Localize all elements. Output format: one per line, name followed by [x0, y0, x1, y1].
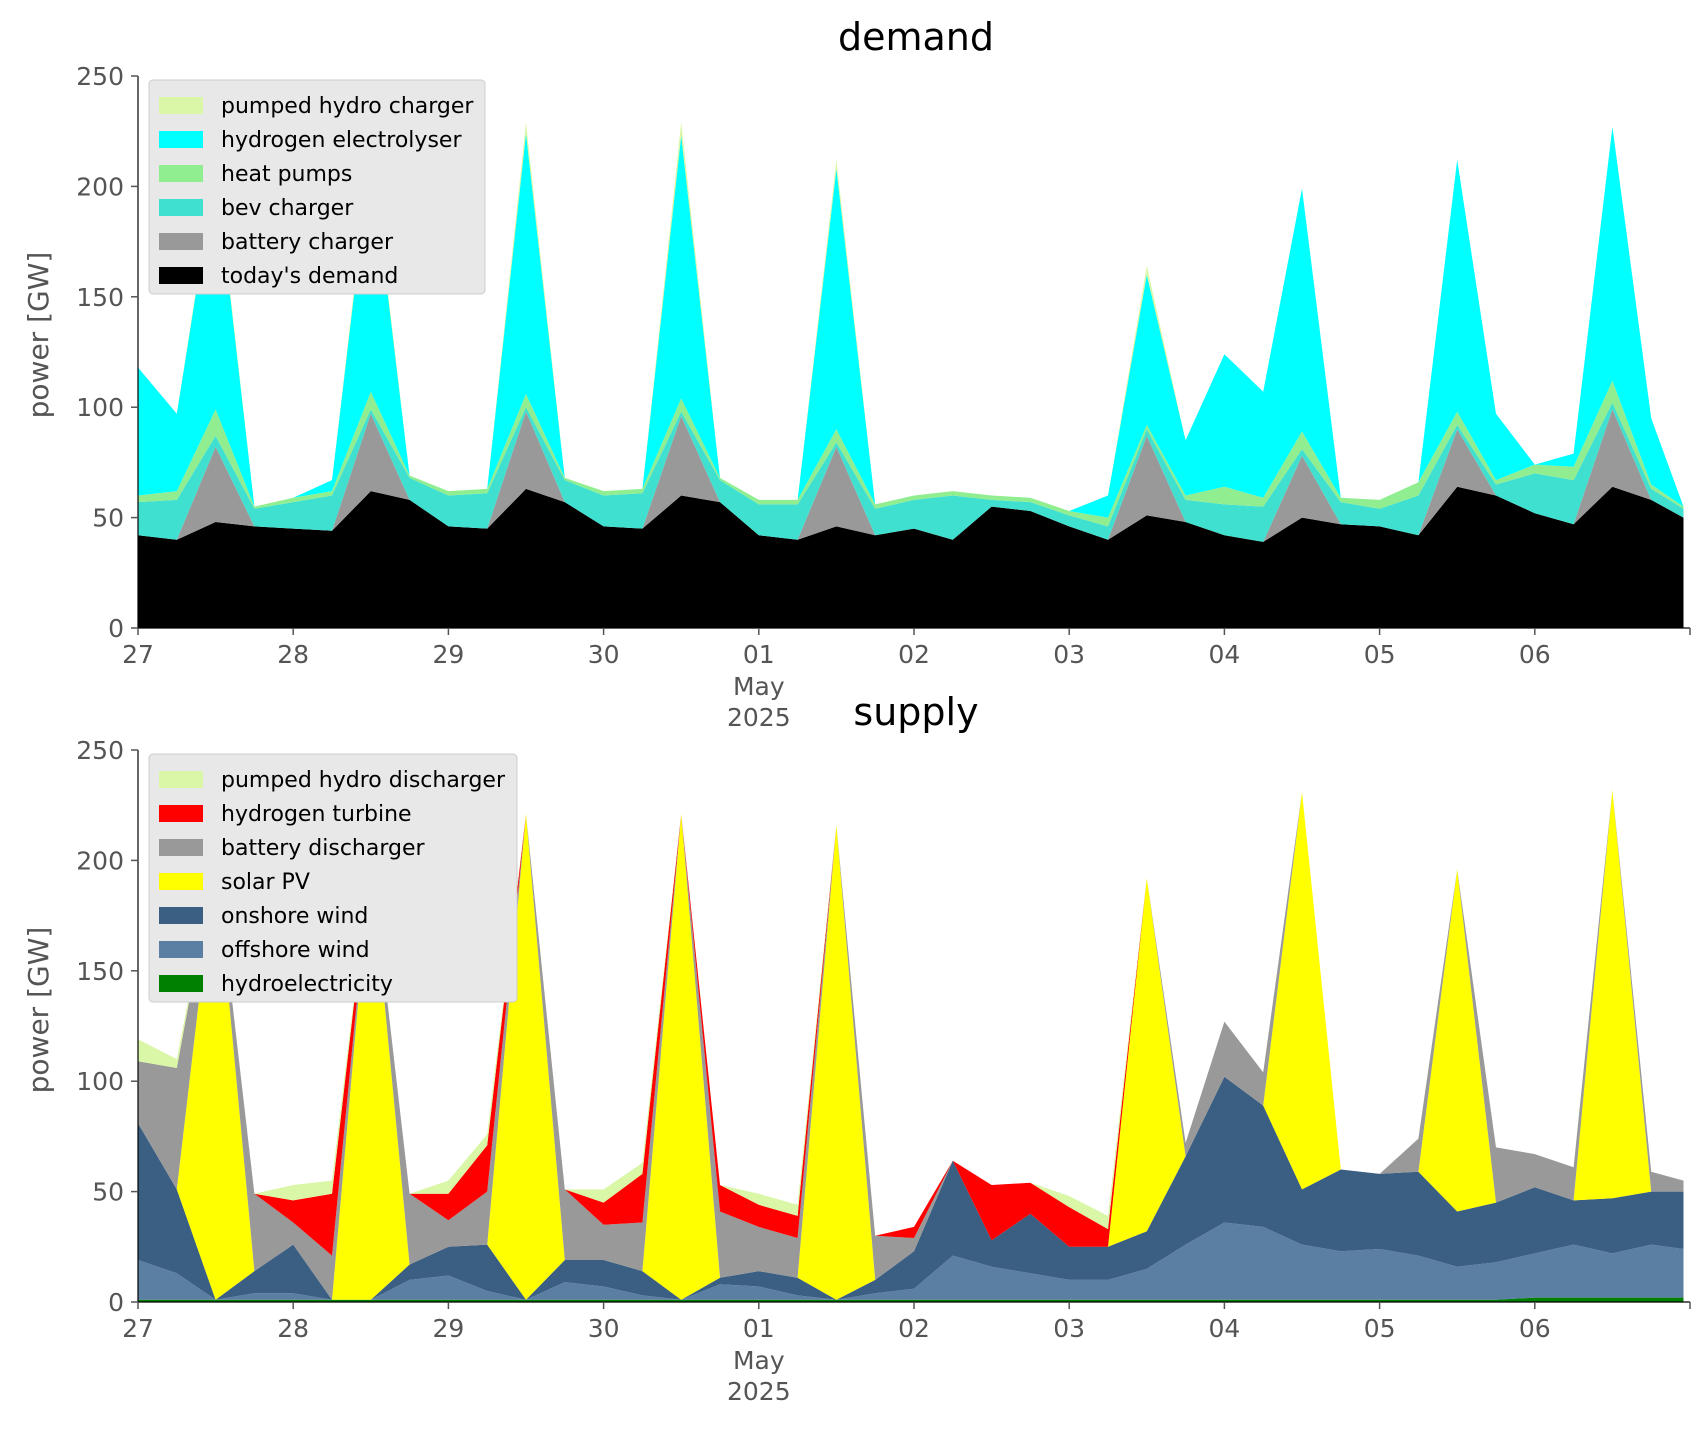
y-tick-label: 200 [76, 172, 124, 201]
x-tick-label: 27 [122, 1314, 154, 1343]
x-tick-label: 27 [122, 640, 154, 669]
x-tick-label: 04 [1208, 640, 1240, 669]
legend-label: hydroelectricity [221, 972, 393, 997]
x-tick-sublabel: May [733, 672, 785, 701]
axes: 0 50 100 150 200 250 27 28 29 30 01 02 03 04 05 06 May20… [76, 736, 1691, 1406]
legend-label: bev charger [221, 196, 354, 221]
x-tick-label: 01 [743, 640, 775, 669]
y-tick-label: 150 [76, 283, 124, 312]
y-tick-label: 50 [92, 504, 124, 533]
area-solar-pv [138, 789, 1684, 1300]
area-pumped-hydro-discharger [138, 789, 1684, 1236]
legend-swatch [159, 907, 203, 924]
legend-label: heat pumps [221, 162, 352, 187]
legend-label: battery discharger [221, 836, 426, 861]
area-hydrogen-electrolyser [138, 126, 1684, 518]
axes: 0 50 100 150 200 250 27 28 29 30 01 02 03 04 05 06 May20… [76, 62, 1691, 732]
x-tick-label: 03 [1053, 1314, 1085, 1343]
legend-label: solar PV [221, 870, 310, 895]
x-tick-label: 29 [432, 640, 464, 669]
area-bev-charger [138, 402, 1684, 542]
legend-swatch [159, 873, 203, 890]
x-tick-label: 05 [1364, 640, 1396, 669]
x-tick-label: 30 [588, 1314, 620, 1343]
legend-box [148, 79, 486, 295]
legend-swatch [159, 233, 203, 250]
legend-swatch [159, 975, 203, 992]
y-axis-label: power [GW] [22, 927, 55, 1094]
x-tick-label: 01 [743, 1314, 775, 1343]
x-tick-label: 29 [432, 1314, 464, 1343]
y-axis-label: power [GW] [22, 252, 55, 419]
x-tick-label: 28 [277, 1314, 309, 1343]
y-tick-label: 100 [76, 393, 124, 422]
area-series-group [138, 122, 1684, 628]
legend-label: offshore wind [221, 938, 370, 963]
legend-swatch [159, 267, 203, 284]
y-tick-label: 0 [108, 1288, 124, 1317]
area-heat-pumps [138, 380, 1684, 527]
legend-label: hydrogen electrolyser [221, 128, 462, 153]
legend-swatch [159, 131, 203, 148]
legend-swatch [159, 805, 203, 822]
area-battery-charger [138, 409, 1684, 542]
x-tick-sublabel: 2025 [727, 703, 791, 732]
y-tick-label: 150 [76, 957, 124, 986]
y-tick-label: 200 [76, 846, 124, 875]
legend-label: onshore wind [221, 904, 368, 929]
x-tick-label: 30 [588, 640, 620, 669]
chart-title: supply [853, 690, 978, 734]
x-tick-label: 03 [1053, 640, 1085, 669]
legend-swatch [159, 199, 203, 216]
y-tick-label: 250 [76, 736, 124, 765]
x-tick-sublabel: 2025 [727, 1377, 791, 1406]
legend-label: today's demand [221, 264, 398, 289]
area-onshore-wind [138, 1076, 1684, 1300]
legend-swatch [159, 97, 203, 114]
x-tick-label: 06 [1519, 640, 1551, 669]
legend-label: hydrogen turbine [221, 802, 412, 827]
x-tick-label: 28 [277, 640, 309, 669]
legend-swatch [159, 165, 203, 182]
legend-swatch [159, 941, 203, 958]
x-tick-label: 06 [1519, 1314, 1551, 1343]
legend-label: pumped hydro discharger [221, 768, 506, 793]
area-today-s-demand [138, 486, 1684, 628]
area-hydrogen-turbine [138, 789, 1684, 1256]
legend: pumped hydro discharger hydrogen turbine b… [148, 753, 518, 1003]
area-series-group [138, 789, 1684, 1302]
legend-swatch [159, 771, 203, 788]
legend-label: pumped hydro charger [221, 94, 474, 119]
x-tick-label: 02 [898, 640, 930, 669]
y-tick-label: 50 [92, 1178, 124, 1207]
legend: pumped hydro charger hydrogen electrolyse… [148, 79, 486, 295]
legend-label: battery charger [221, 230, 394, 255]
y-tick-label: 0 [108, 614, 124, 643]
legend-box [148, 753, 518, 1003]
x-tick-label: 02 [898, 1314, 930, 1343]
chart-title: demand [838, 15, 994, 59]
x-tick-label: 04 [1208, 1314, 1240, 1343]
y-tick-label: 100 [76, 1067, 124, 1096]
y-tick-label: 250 [76, 62, 124, 91]
x-tick-sublabel: May [733, 1346, 785, 1375]
x-tick-label: 05 [1364, 1314, 1396, 1343]
area-offshore-wind [138, 1222, 1684, 1300]
legend-swatch [159, 839, 203, 856]
